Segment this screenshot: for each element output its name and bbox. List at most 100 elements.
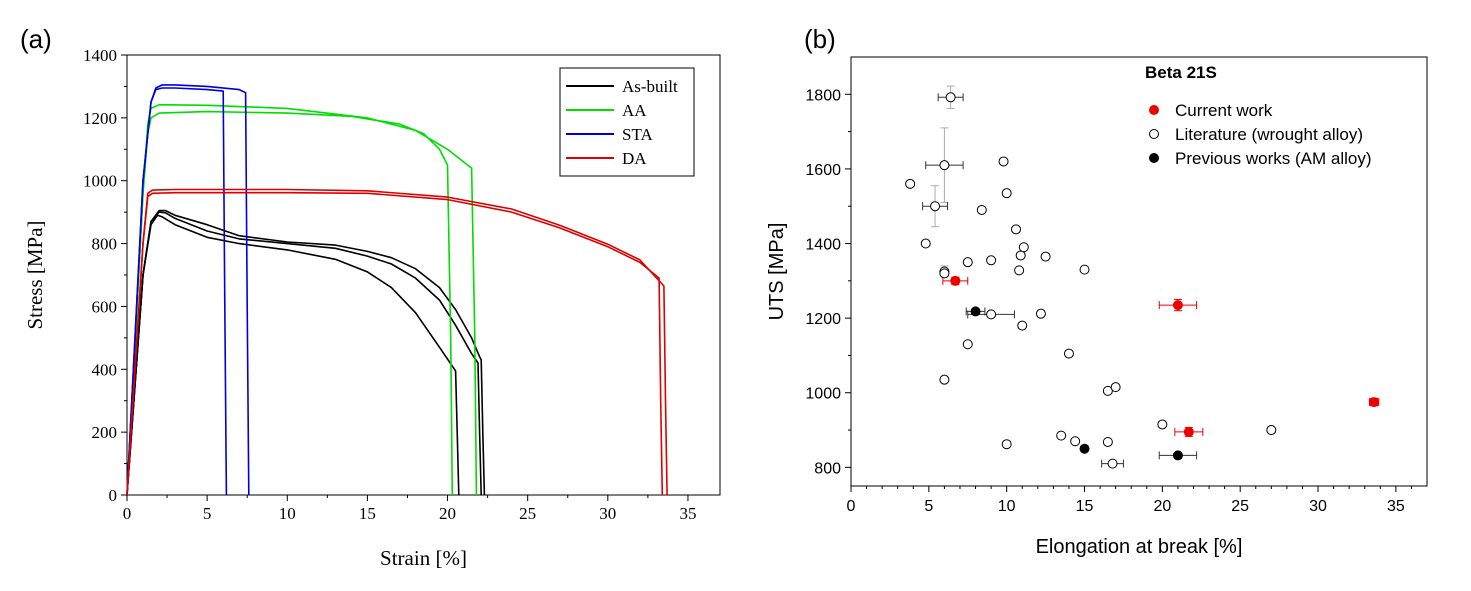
- point-literature-wrought-alloy: [976, 204, 987, 215]
- marker: [1070, 436, 1081, 447]
- legend-marker-previous-works-am-alloy: [1149, 153, 1159, 163]
- point-literature-wrought-alloy: [1001, 439, 1012, 450]
- y-tick-label: 200: [92, 423, 118, 442]
- point-current-work: [1158, 298, 1198, 312]
- point-literature-wrought-alloy: [962, 257, 973, 268]
- curve-aa-2: [126, 103, 478, 496]
- panel-b: 0 5 10 15 20 25 30 35 800 1000 1200 1400 1600 1800 Elo…: [766, 24, 1428, 558]
- x-tick-label: 25: [519, 504, 536, 523]
- panel-label: (a): [20, 24, 52, 54]
- point-previous-works-am-alloy: [1158, 450, 1198, 461]
- marker: [950, 275, 961, 286]
- point-literature-wrought-alloy: [1011, 224, 1022, 235]
- marker: [1079, 443, 1090, 454]
- point-literature-wrought-alloy: [1015, 250, 1026, 261]
- marker: [939, 268, 950, 279]
- x-tick-label: 20: [439, 504, 456, 523]
- point-literature-wrought-alloy: [939, 268, 950, 279]
- marker: [1079, 264, 1090, 275]
- x-tick-label: 25: [1231, 498, 1249, 515]
- marker: [1172, 300, 1183, 311]
- x-axis-label: Elongation at break [%]: [1036, 536, 1243, 558]
- y-tick-label: 1000: [805, 386, 841, 403]
- x-tick-label: 20: [1153, 498, 1171, 515]
- curve-da-2: [126, 188, 668, 496]
- point-literature-wrought-alloy: [1101, 458, 1124, 469]
- point-literature-wrought-alloy: [1001, 188, 1012, 199]
- y-axis-label: Stress [MPa]: [23, 220, 47, 329]
- plot-frame: [850, 56, 1428, 487]
- point-literature-wrought-alloy: [1266, 425, 1277, 436]
- x-axis-label: Strain [%]: [380, 546, 467, 570]
- legend-label-aa: AA: [622, 101, 647, 120]
- legend-label-da: DA: [622, 149, 647, 168]
- legend-marker-current-work: [1149, 105, 1159, 115]
- marker: [1017, 320, 1028, 331]
- point-literature-wrought-alloy: [1035, 308, 1046, 319]
- marker: [945, 92, 956, 103]
- x-tick-label: 0: [123, 504, 132, 523]
- point-literature-wrought-alloy: [1079, 264, 1090, 275]
- x-tick-label: 35: [679, 504, 696, 523]
- marker: [1040, 251, 1051, 262]
- curve-as-built-3: [126, 209, 486, 496]
- y-tick-label: 1200: [805, 311, 841, 328]
- marker: [976, 204, 987, 215]
- point-literature-wrought-alloy: [1018, 242, 1029, 253]
- point-previous-works-am-alloy: [1079, 443, 1090, 454]
- legend-label-previous-works-am-alloy: Previous works (AM alloy): [1175, 149, 1372, 168]
- x-tick-label: 10: [998, 498, 1016, 515]
- point-literature-wrought-alloy: [925, 127, 964, 203]
- y-axis-label: UTS [MPa]: [766, 223, 788, 321]
- legend-title: Beta 21S: [1145, 63, 1217, 82]
- point-current-work: [1174, 426, 1204, 437]
- legend-label-as-built: As-built: [622, 77, 678, 96]
- y-tick-label: 800: [814, 460, 841, 477]
- marker: [1157, 419, 1168, 430]
- marker: [1014, 265, 1025, 276]
- marker: [1369, 397, 1380, 408]
- point-literature-wrought-alloy: [922, 185, 949, 228]
- x-tick-label: 0: [847, 498, 856, 515]
- panel-a: 0 5 10 15 20 25 30 35 0 200 400 600 800 1000 1200 1400 S…: [20, 24, 721, 570]
- y-tick-label: 1400: [83, 46, 117, 65]
- y-tick-label: 1200: [83, 109, 117, 128]
- legend-marker-literature-wrought-alloy: [1149, 129, 1159, 139]
- point-current-work: [1368, 397, 1380, 408]
- marker: [939, 374, 950, 385]
- marker: [1063, 348, 1074, 359]
- curve-sta-2: [126, 84, 250, 496]
- x-tick-label: 10: [279, 504, 296, 523]
- marker: [1001, 439, 1012, 450]
- marker: [962, 339, 973, 350]
- y-tick-label: 1400: [805, 237, 841, 254]
- x-tick-label: 35: [1387, 498, 1405, 515]
- marker: [986, 309, 997, 320]
- point-current-work: [942, 275, 969, 286]
- point-literature-wrought-alloy: [962, 339, 973, 350]
- marker: [998, 156, 1009, 167]
- marker: [1001, 188, 1012, 199]
- marker: [962, 257, 973, 268]
- point-literature-wrought-alloy: [905, 178, 916, 189]
- marker: [1011, 224, 1022, 235]
- marker: [1107, 458, 1118, 469]
- x-tick-label: 15: [1076, 498, 1094, 515]
- point-literature-wrought-alloy: [1157, 419, 1168, 430]
- marker: [905, 178, 916, 189]
- y-tick-label: 1600: [805, 162, 841, 179]
- x-tick-label: 30: [599, 504, 616, 523]
- y-tick-label: 1000: [83, 172, 117, 191]
- x-tick-label: 15: [359, 504, 376, 523]
- marker: [1110, 382, 1121, 393]
- point-previous-works-am-alloy: [965, 306, 986, 317]
- legend-label-current-work: Current work: [1175, 101, 1273, 120]
- marker: [1172, 450, 1183, 461]
- curve-as-built-2: [126, 211, 482, 496]
- point-literature-wrought-alloy: [1110, 382, 1121, 393]
- marker: [939, 160, 950, 171]
- marker: [1102, 436, 1113, 447]
- legend-label-sta: STA: [622, 125, 653, 144]
- y-tick-label: 400: [92, 360, 118, 379]
